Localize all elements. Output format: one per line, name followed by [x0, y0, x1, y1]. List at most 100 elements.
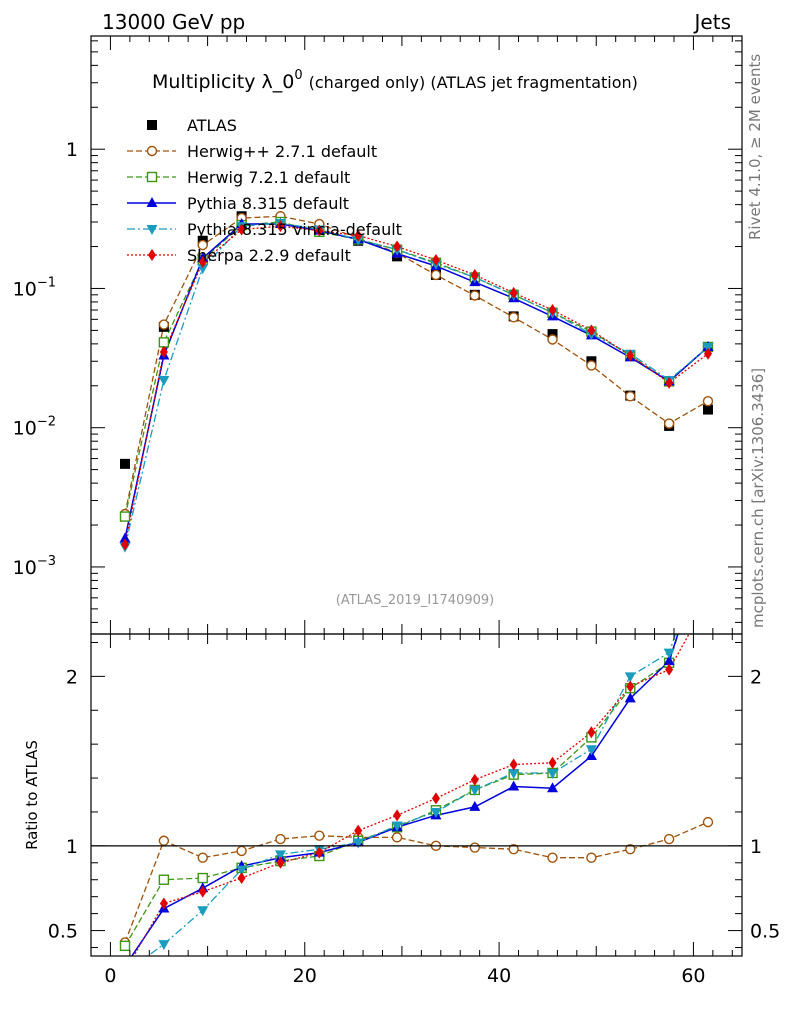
- legend-label-herwigpp: Herwig++ 2.7.1 default: [187, 142, 377, 161]
- ratio-series: [119, 535, 714, 977]
- ratio-point-vincia: [352, 838, 364, 849]
- main-point-sherpa: [703, 347, 712, 360]
- legend-label-sherpa: Sherpa 2.2.9 default: [187, 246, 351, 265]
- main-point-sherpa: [509, 286, 518, 299]
- ratio-point-herwigpp: [508, 844, 519, 855]
- ratio-point-sherpa: [548, 756, 557, 769]
- main-point-sherpa: [354, 229, 363, 242]
- ratio-point-sherpa: [121, 965, 129, 977]
- main-point-sherpa: [315, 224, 324, 237]
- ratio-point-sherpa: [237, 872, 246, 885]
- ratio-ytick-label: 1: [66, 836, 78, 858]
- ratio-point-vincia: [197, 906, 209, 917]
- ratio-point-pythia: [120, 960, 131, 970]
- mcplots-label: mcplots.cern.ch [arXiv:1306.3436]: [749, 368, 767, 628]
- ratio-point-herwig7: [158, 874, 170, 885]
- ratio-axes: 0.5 0.51 12 20 20 40 60: [48, 634, 780, 987]
- main-line-herwigpp: [124, 215, 709, 515]
- plot-title-suffix: (charged only) (ATLAS jet fragmentation): [309, 73, 638, 92]
- ratio-point-pythia: [508, 780, 520, 791]
- ratio-point-herwigpp: [236, 845, 247, 857]
- main-point-sherpa: [626, 349, 635, 362]
- ratio-point-sherpa: [354, 824, 363, 837]
- main-point-sherpa: [237, 223, 246, 236]
- ratio-point-vincia: [702, 537, 713, 547]
- ratio-point-herwig7: [703, 536, 712, 545]
- ratio-point-herwigpp: [663, 833, 675, 845]
- legend-label-herwig7: Herwig 7.2.1 default: [187, 168, 350, 187]
- ratio-point-herwigpp: [469, 842, 480, 853]
- xtick-label: 60: [681, 965, 705, 987]
- ratio-point-vincia: [391, 821, 403, 832]
- xtick-label: 40: [487, 965, 511, 987]
- ratio-point-sherpa: [665, 663, 674, 676]
- main-axes: 110−110−210−3: [13, 36, 742, 634]
- ratio-point-sherpa: [587, 726, 596, 739]
- ratio-point-sherpa: [198, 885, 207, 898]
- main-point-vincia: [158, 376, 170, 387]
- main-panel: 110−110−210−3 Multiplicity λ_00 (charged …: [13, 35, 743, 635]
- ratio-point-pythia: [663, 655, 675, 666]
- ratio-ytick-label: 0.5: [48, 921, 78, 943]
- main-point-sherpa: [587, 324, 596, 337]
- main-point-herwigpp: [663, 418, 675, 429]
- main-ytick-exponent: −1: [37, 275, 56, 290]
- main-point-sherpa: [470, 268, 479, 281]
- main-point-herwigpp: [547, 334, 558, 345]
- ratio-ytick-label-right: 0.5: [750, 921, 780, 943]
- main-point-atlas: [120, 458, 131, 469]
- main-line-vincia: [124, 222, 709, 547]
- main-ytick-base: 10: [13, 557, 37, 579]
- ratio-point-sherpa: [704, 594, 712, 606]
- main-series: [119, 211, 714, 553]
- main-ytick-exponent: −3: [37, 554, 56, 569]
- main-ytick-base: 10: [13, 278, 37, 300]
- main-point-sherpa: [665, 376, 674, 389]
- main-point-sherpa: [159, 345, 168, 358]
- ratio-point-herwig7: [197, 872, 208, 884]
- main-point-herwigpp: [158, 319, 170, 330]
- main-point-atlas: [702, 404, 713, 415]
- plot-title-main: Multiplicity λ_0: [152, 71, 294, 93]
- main-point-vincia: [197, 264, 209, 275]
- ratio-point-sherpa: [159, 897, 168, 910]
- legend-marker-herwigpp: [146, 145, 158, 157]
- legend-marker-vincia: [146, 225, 158, 235]
- main-ytick-label: 10−2: [13, 415, 56, 440]
- main-ytick-exponent: −2: [37, 415, 56, 430]
- ratio-point-sherpa: [626, 680, 635, 693]
- ratio-point-herwigpp: [275, 833, 286, 845]
- main-point-herwigpp: [197, 239, 208, 251]
- ratio-point-herwigpp: [625, 844, 636, 855]
- ratio-point-vincia: [585, 745, 597, 756]
- main-point-herwigpp: [508, 312, 519, 323]
- ratio-point-vincia: [158, 940, 170, 951]
- ratio-point-pythia: [702, 535, 713, 545]
- main-ytick-label: 10−1: [13, 275, 56, 300]
- main-point-herwigpp: [586, 360, 597, 371]
- ratio-point-sherpa: [393, 809, 402, 822]
- legend-label-atlas: ATLAS: [187, 116, 237, 135]
- main-point-herwigpp: [469, 290, 480, 301]
- ratio-point-sherpa: [315, 846, 324, 859]
- ratio-panel: 0.5 0.51 12 20 20 40 60 Ratio to ATLAS: [23, 535, 780, 987]
- main-point-sherpa: [548, 304, 557, 317]
- main-point-sherpa: [121, 538, 130, 551]
- main-point-sherpa: [431, 254, 440, 267]
- header-right: Jets: [693, 10, 731, 34]
- ratio-point-vincia: [430, 807, 442, 818]
- main-point-herwig7: [119, 511, 131, 522]
- ratio-ylabel: Ratio to ATLAS: [23, 740, 41, 850]
- ratio-point-herwigpp: [197, 852, 208, 863]
- ratio-line-vincia: [146, 634, 677, 956]
- ratio-point-herwigpp: [391, 832, 403, 843]
- ratio-point-sherpa: [431, 792, 440, 805]
- legend-marker-sherpa: [148, 249, 156, 261]
- legend-marker-atlas: [147, 120, 157, 130]
- ratio-point-vincia: [236, 865, 248, 876]
- main-point-herwigpp: [702, 395, 714, 407]
- rivet-version-label: Rivet 4.1.0, ≥ 2M events: [746, 54, 764, 240]
- legend-marker-herwig7: [146, 171, 158, 183]
- ratio-point-herwigpp: [586, 852, 597, 863]
